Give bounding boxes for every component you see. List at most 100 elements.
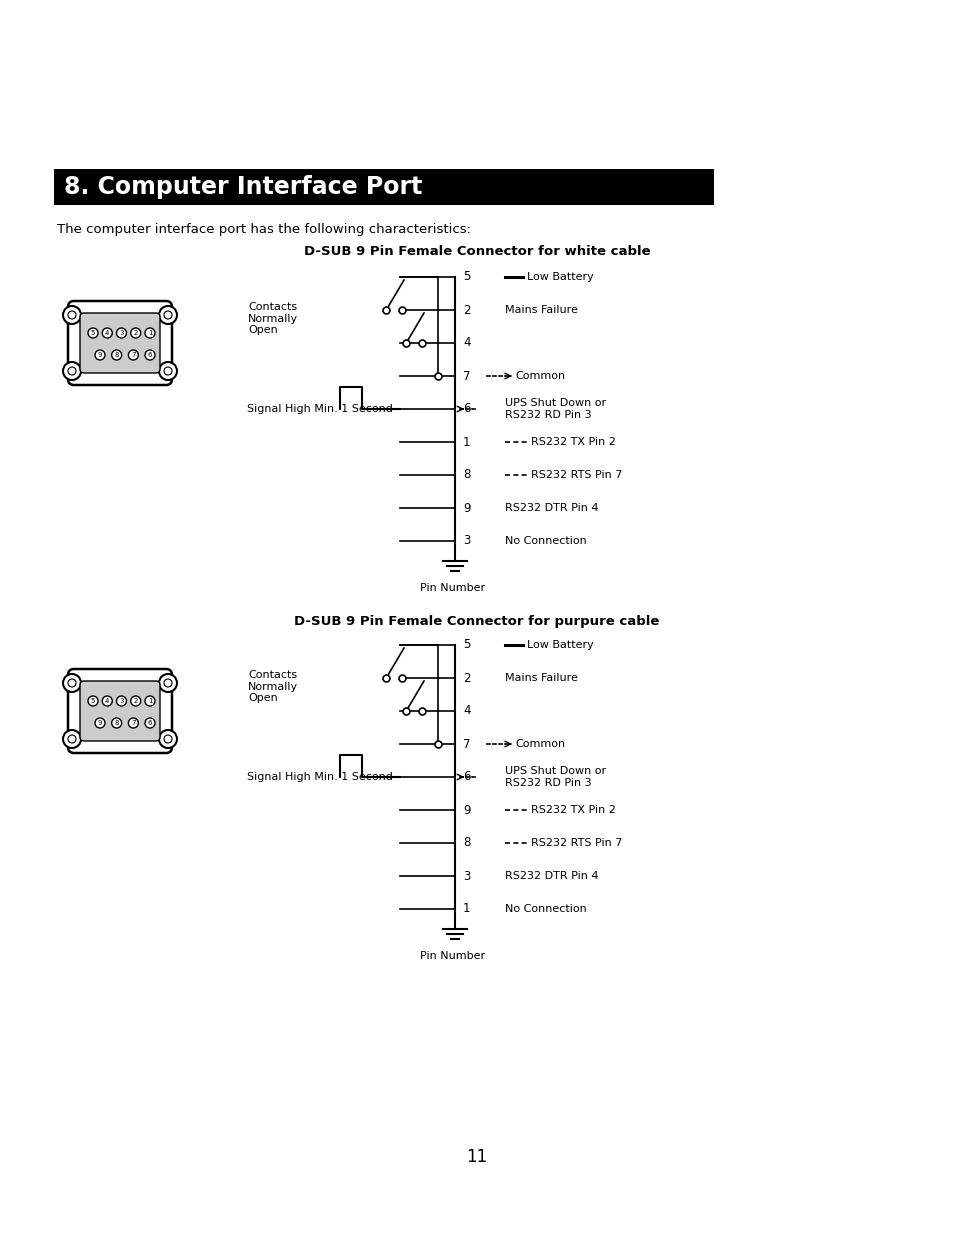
Circle shape [68,367,76,375]
Circle shape [112,718,122,727]
Circle shape [145,697,154,706]
Text: 5: 5 [91,698,95,704]
Text: D-SUB 9 Pin Female Connector for white cable: D-SUB 9 Pin Female Connector for white c… [303,245,650,258]
Circle shape [159,306,177,324]
Text: 9: 9 [462,501,470,515]
Text: 1: 1 [148,698,152,704]
Text: Common: Common [515,739,564,748]
Text: No Connection: No Connection [504,904,586,914]
Text: 3: 3 [119,330,124,336]
Text: 2: 2 [462,304,470,316]
Circle shape [116,697,127,706]
Text: 3: 3 [462,869,470,883]
Text: Low Battery: Low Battery [526,272,593,282]
Text: 4: 4 [462,336,470,350]
Circle shape [68,679,76,687]
Text: 6: 6 [148,352,152,358]
Text: Common: Common [515,370,564,382]
Text: 7: 7 [462,737,470,751]
Text: 2: 2 [462,672,470,684]
Circle shape [129,718,138,727]
Circle shape [145,329,154,338]
Text: 6: 6 [148,720,152,726]
Circle shape [112,350,122,359]
Circle shape [63,362,81,380]
Circle shape [164,367,172,375]
Text: 6: 6 [462,771,470,783]
Text: 1: 1 [148,330,152,336]
Circle shape [164,679,172,687]
Text: 1: 1 [462,903,470,915]
Text: No Connection: No Connection [504,536,586,546]
Circle shape [159,674,177,692]
Circle shape [159,362,177,380]
Text: 3: 3 [119,698,124,704]
Circle shape [63,730,81,748]
FancyBboxPatch shape [68,301,172,385]
Text: UPS Shut Down or
RS232 RD Pin 3: UPS Shut Down or RS232 RD Pin 3 [504,398,605,420]
Circle shape [159,730,177,748]
Circle shape [63,674,81,692]
Text: 4: 4 [462,704,470,718]
Text: 7: 7 [462,369,470,383]
Text: Mains Failure: Mains Failure [504,305,578,315]
Text: Contacts
Normally
Open: Contacts Normally Open [248,671,297,703]
Circle shape [145,350,154,359]
Text: 6: 6 [462,403,470,415]
Text: Pin Number: Pin Number [420,583,485,593]
Text: RS232 DTR Pin 4: RS232 DTR Pin 4 [504,503,598,513]
Text: Low Battery: Low Battery [526,640,593,650]
Circle shape [95,350,105,359]
Circle shape [102,697,112,706]
Text: 5: 5 [462,270,470,284]
Text: Mains Failure: Mains Failure [504,673,578,683]
Text: RS232 RTS Pin 7: RS232 RTS Pin 7 [531,839,621,848]
Text: UPS Shut Down or
RS232 RD Pin 3: UPS Shut Down or RS232 RD Pin 3 [504,766,605,788]
Circle shape [116,329,127,338]
Circle shape [88,329,98,338]
Text: 4: 4 [105,330,110,336]
Text: 9: 9 [97,352,102,358]
Text: RS232 TX Pin 2: RS232 TX Pin 2 [531,437,616,447]
FancyBboxPatch shape [68,669,172,753]
Text: 5: 5 [91,330,95,336]
Text: 11: 11 [466,1149,487,1166]
Text: RS232 RTS Pin 7: RS232 RTS Pin 7 [531,471,621,480]
FancyBboxPatch shape [80,312,160,373]
Circle shape [88,697,98,706]
Circle shape [164,735,172,743]
Circle shape [145,718,154,727]
Text: 1: 1 [462,436,470,448]
Text: The computer interface port has the following characteristics:: The computer interface port has the foll… [57,224,471,236]
Text: 9: 9 [462,804,470,816]
Text: Signal High Min. 1 Second: Signal High Min. 1 Second [247,404,393,414]
Bar [54,169,713,205]
Circle shape [131,697,141,706]
Text: 5: 5 [462,638,470,652]
Text: Contacts
Normally
Open: Contacts Normally Open [248,303,297,335]
Circle shape [68,311,76,319]
Text: 8: 8 [114,720,119,726]
FancyBboxPatch shape [80,680,160,741]
Circle shape [102,329,112,338]
Circle shape [63,306,81,324]
Circle shape [129,350,138,359]
Circle shape [131,329,141,338]
Text: RS232 TX Pin 2: RS232 TX Pin 2 [531,805,616,815]
Circle shape [68,735,76,743]
Text: 7: 7 [131,720,135,726]
Text: Pin Number: Pin Number [420,951,485,961]
Text: 7: 7 [131,352,135,358]
Text: 8: 8 [114,352,119,358]
Text: D-SUB 9 Pin Female Connector for purpure cable: D-SUB 9 Pin Female Connector for purpure… [294,615,659,629]
Text: 3: 3 [462,535,470,547]
Text: Signal High Min. 1 Second: Signal High Min. 1 Second [247,772,393,782]
Text: 2: 2 [133,330,138,336]
Circle shape [164,311,172,319]
Text: 8: 8 [462,468,470,482]
Text: 2: 2 [133,698,138,704]
Text: 8. Computer Interface Port: 8. Computer Interface Port [64,175,422,199]
Text: RS232 DTR Pin 4: RS232 DTR Pin 4 [504,871,598,881]
Text: 9: 9 [97,720,102,726]
Text: 8: 8 [462,836,470,850]
